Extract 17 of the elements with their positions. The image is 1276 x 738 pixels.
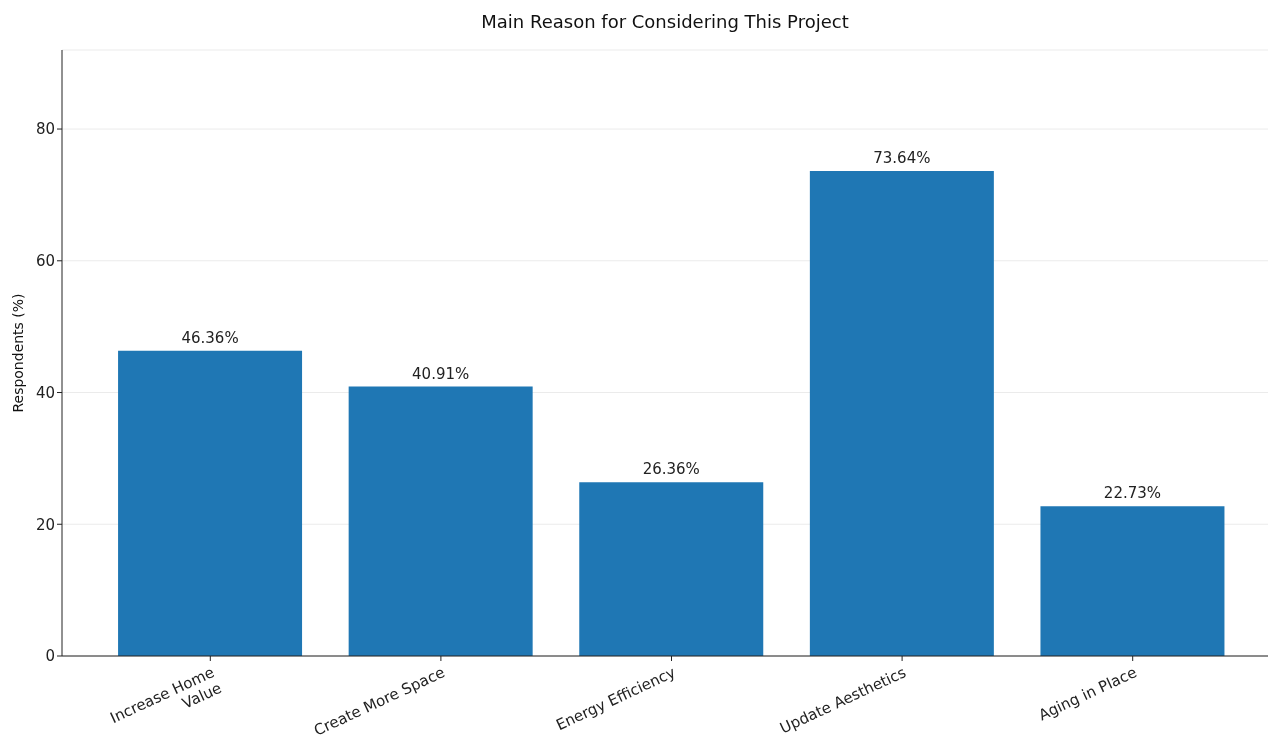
- data-label: 46.36%: [181, 328, 239, 347]
- bar: [809, 170, 994, 656]
- chart-title: Main Reason for Considering This Project: [480, 11, 850, 32]
- bar: [579, 482, 764, 656]
- y-tick-label: 20: [35, 515, 55, 534]
- y-tick-label: 40: [35, 383, 55, 402]
- data-label: 26.36%: [642, 460, 700, 479]
- y-axis-title: Respondents (%): [10, 293, 26, 413]
- bar: [1040, 506, 1225, 656]
- y-tick-label: 80: [35, 120, 55, 139]
- data-label: 73.64%: [873, 148, 931, 167]
- y-tick-label: 0: [45, 647, 55, 666]
- bar: [118, 350, 303, 656]
- bar: [348, 386, 533, 656]
- data-label: 40.91%: [412, 364, 470, 383]
- data-label: 22.73%: [1103, 484, 1162, 503]
- y-tick-label: 60: [35, 252, 55, 271]
